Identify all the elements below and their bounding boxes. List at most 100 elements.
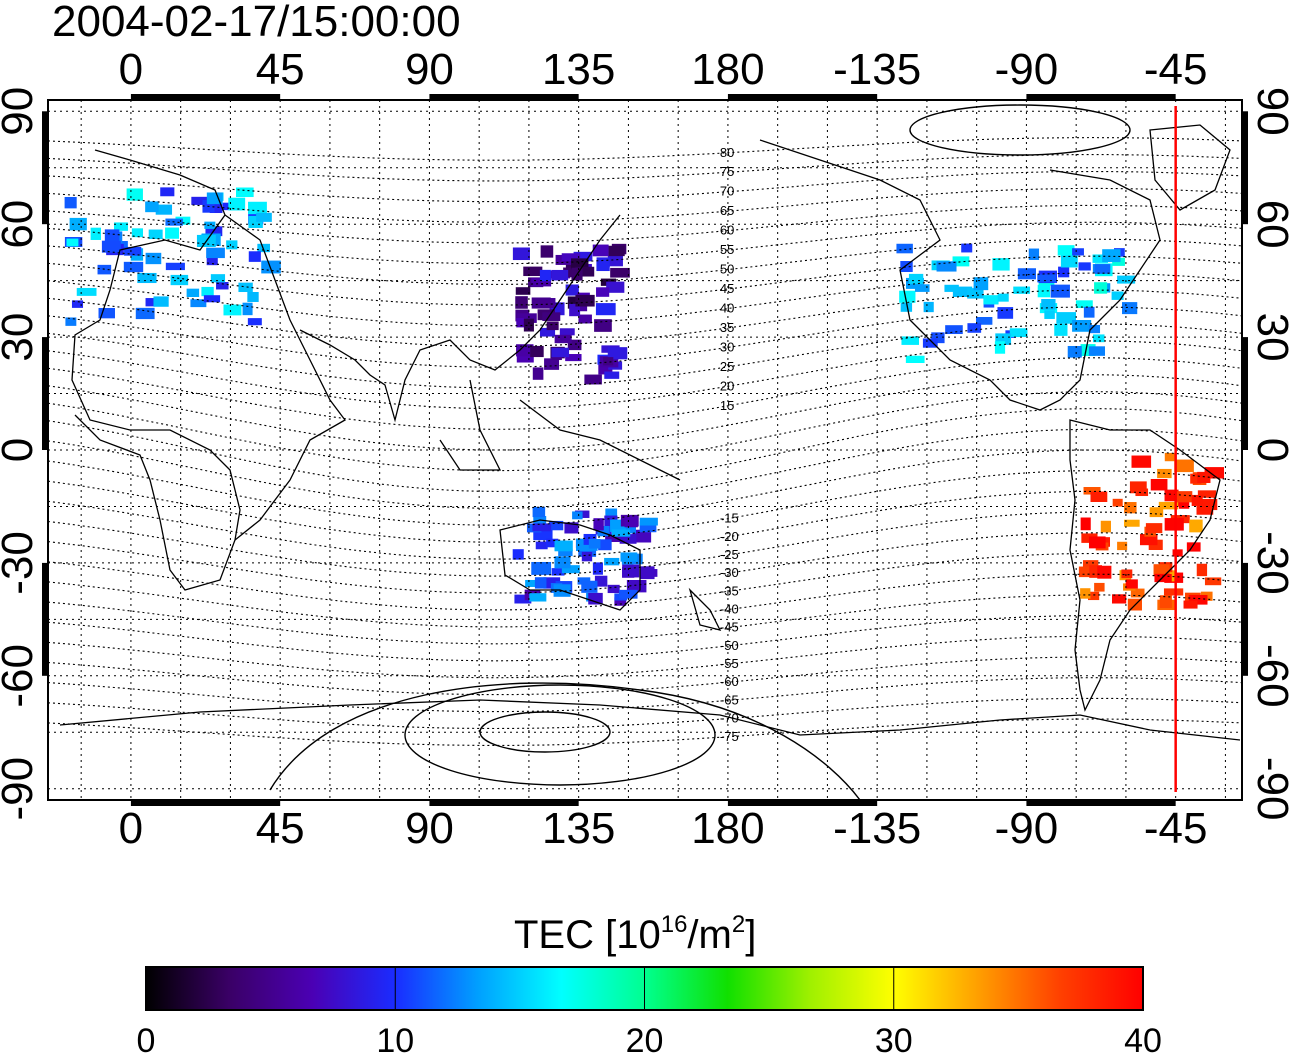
longitude-tick-label: -135	[833, 45, 921, 94]
tec-cell	[1097, 565, 1112, 579]
contour-label: 35	[720, 320, 734, 335]
tec-cell	[98, 307, 115, 319]
contour-label: -35	[720, 583, 739, 598]
longitude-tick-label: 180	[691, 804, 764, 853]
tec-cell	[71, 300, 84, 308]
tec-cell	[1044, 310, 1055, 319]
tec-cell	[533, 516, 547, 528]
tec-cell	[607, 255, 623, 267]
tec-cell	[126, 188, 143, 201]
contour-label: 30	[720, 339, 734, 354]
contour-label: 15	[720, 398, 734, 413]
tec-cell	[228, 197, 246, 211]
tec-cell	[588, 592, 603, 605]
tec-cell	[1102, 249, 1121, 263]
tec-cell	[551, 568, 565, 576]
latitude-tick-label: -60	[1248, 644, 1292, 708]
tec-cell	[559, 328, 575, 336]
tec-cell	[512, 549, 524, 560]
longitude-tick-label: -90	[995, 45, 1059, 94]
tec-cell	[135, 307, 155, 320]
tec-cell	[1094, 582, 1105, 592]
tec-cell	[1087, 591, 1100, 601]
coast-greenland	[1149, 124, 1231, 211]
tec-cell	[261, 260, 281, 274]
tec-cell	[578, 314, 592, 324]
tec-cell	[1028, 248, 1040, 260]
tec-cell	[997, 307, 1014, 319]
tec-cell	[598, 539, 612, 551]
frame-bar-top	[727, 94, 878, 100]
tec-cell	[1139, 534, 1158, 546]
tec-cell	[1094, 264, 1111, 274]
tec-cell	[1196, 505, 1214, 515]
tec-cell	[131, 228, 144, 238]
tec-cell	[101, 240, 121, 253]
contour-label: -20	[720, 529, 739, 544]
tec-cell	[190, 299, 207, 308]
tec-cell	[588, 538, 601, 549]
contour-label: 45	[720, 281, 734, 296]
frame-bar-bottom	[727, 800, 878, 806]
tec-cell	[973, 277, 989, 291]
tec-cell	[1078, 566, 1099, 578]
tec-cell	[595, 303, 616, 316]
tec-cell	[1090, 491, 1108, 502]
contour-line	[48, 490, 1242, 560]
tec-cell	[1172, 549, 1183, 557]
tec-cell	[1186, 542, 1201, 552]
tec-cell	[961, 243, 973, 253]
tec-cell	[104, 229, 120, 243]
longitude-tick-label: 135	[542, 804, 615, 853]
tec-cell	[592, 562, 603, 575]
contour-label: -45	[720, 620, 739, 635]
tec-cell	[1164, 452, 1175, 462]
latitude-tick-label: -60	[0, 644, 42, 708]
contour-line	[48, 170, 1242, 203]
tec-cell	[1092, 254, 1108, 263]
tec-cell	[905, 355, 925, 364]
tec-cell	[531, 297, 551, 309]
contour-ring-outer	[269, 682, 861, 800]
map-grid	[48, 100, 1242, 800]
coast-africa-east	[224, 214, 346, 541]
tec-cell	[1117, 541, 1128, 551]
tec-cell	[1088, 346, 1106, 356]
contour-line	[48, 615, 1242, 662]
latitude-tick-label: 60	[0, 200, 42, 249]
tec-cell	[535, 541, 548, 550]
tec-cell	[540, 245, 554, 258]
tec-cell	[204, 221, 216, 229]
tec-cell	[1174, 459, 1194, 473]
tec-cell	[610, 267, 630, 278]
coast-arabia-india	[299, 214, 621, 423]
tec-cell	[1072, 248, 1084, 256]
contour-line	[48, 532, 1242, 594]
contour-label: 65	[720, 203, 734, 218]
latitude-tick-label: 60	[1248, 200, 1292, 249]
frame-bar-top	[1026, 94, 1176, 100]
tec-region-australia	[512, 506, 658, 606]
tec-cell	[1197, 471, 1211, 483]
tec-cell	[1058, 266, 1070, 278]
tec-cell	[1124, 502, 1137, 514]
tec-cell	[922, 338, 938, 348]
tec-cell	[936, 261, 957, 272]
latitude-tick-label: -90	[1248, 757, 1292, 821]
contour-line	[48, 340, 1242, 410]
tec-cell	[137, 272, 157, 284]
contour-label: 25	[720, 359, 734, 374]
tec-cell	[1158, 501, 1179, 510]
longitude-tick-label: -45	[1144, 45, 1208, 94]
tec-cell	[561, 565, 580, 574]
tec-cell	[542, 312, 561, 321]
contour-label: 55	[720, 242, 734, 257]
contour-line	[48, 272, 1242, 327]
tec-cell	[1057, 245, 1075, 256]
tec-cell	[1122, 302, 1138, 315]
tec-cell	[529, 593, 547, 602]
contour-line	[48, 718, 1242, 746]
contour-label: -25	[720, 547, 739, 562]
tec-cell	[148, 229, 163, 240]
tec-cell	[1164, 518, 1184, 531]
